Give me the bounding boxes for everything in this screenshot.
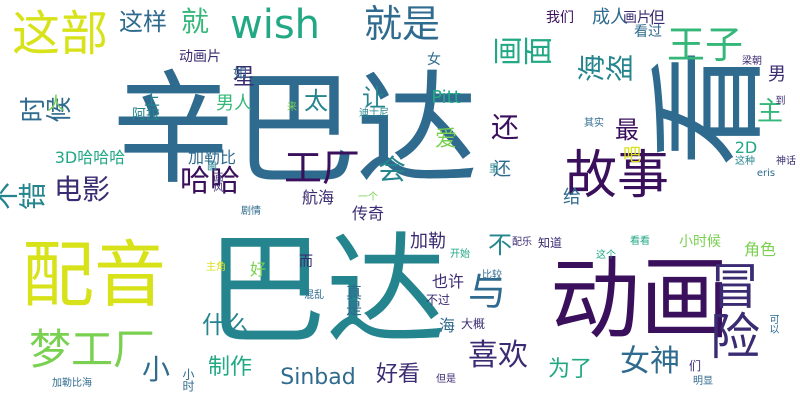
cloud-word: 这个 bbox=[596, 250, 616, 261]
cloud-word: 人 bbox=[47, 94, 65, 115]
cloud-word: 主 bbox=[756, 97, 784, 127]
cloud-word: 还 bbox=[493, 159, 511, 180]
cloud-word: 也许 bbox=[431, 272, 465, 291]
cloud-word: 画 bbox=[207, 162, 217, 173]
cloud-word: 明显 bbox=[693, 376, 713, 387]
cloud-word: 3D哈哈哈 bbox=[54, 148, 126, 167]
cloud-word: 如 bbox=[233, 66, 247, 82]
cloud-word: 好看 bbox=[375, 362, 421, 387]
cloud-word: 故事 bbox=[564, 146, 670, 206]
cloud-word: 不过 bbox=[425, 293, 451, 307]
cloud-word: 制作 bbox=[207, 355, 253, 380]
cloud-word: 主角 bbox=[206, 262, 226, 273]
cloud-word: 加勒比 bbox=[187, 148, 237, 167]
cloud-word: 这样 bbox=[119, 8, 167, 36]
cloud-word: 画风 bbox=[211, 172, 222, 192]
cloud-word: 小 bbox=[141, 353, 171, 386]
cloud-word: 加勒 bbox=[410, 231, 446, 252]
cloud-word: 上 bbox=[143, 90, 161, 109]
cloud-word: 梁朝 bbox=[742, 56, 762, 67]
cloud-word: 巴达 bbox=[206, 222, 446, 361]
cloud-word: 电影 bbox=[53, 173, 111, 206]
cloud-word: 画面 bbox=[492, 37, 552, 72]
cloud-word: 太 bbox=[304, 87, 328, 115]
cloud-word: 王子 bbox=[666, 23, 744, 67]
cloud-word: Sinbad bbox=[280, 365, 356, 390]
cloud-word: 让 bbox=[362, 84, 386, 112]
cloud-word: 最 bbox=[615, 116, 639, 144]
cloud-word: 就是 bbox=[363, 2, 441, 46]
cloud-word: Pitt bbox=[431, 87, 461, 108]
cloud-word: 女神 bbox=[620, 344, 680, 379]
cloud-word: 但 bbox=[648, 8, 666, 27]
cloud-word: 不 bbox=[488, 231, 512, 259]
cloud-word: 阿拉 bbox=[132, 107, 160, 123]
cloud-word: 海 bbox=[438, 316, 456, 335]
cloud-word: 给 bbox=[563, 187, 581, 208]
cloud-word: 知道 bbox=[537, 236, 563, 250]
cloud-word: 看过 bbox=[634, 24, 662, 40]
cloud-word: 为了 bbox=[547, 357, 593, 382]
cloud-word: 就 bbox=[180, 5, 210, 38]
cloud-word: 2D bbox=[734, 138, 758, 157]
cloud-word: 神话 bbox=[776, 156, 796, 167]
cloud-word: 吧 bbox=[623, 145, 641, 166]
cloud-word: 而 bbox=[299, 254, 313, 270]
cloud-word: 辛巴达 bbox=[112, 59, 478, 201]
cloud-word: wish bbox=[229, 2, 321, 48]
cloud-word: 成人 bbox=[592, 7, 628, 28]
cloud-word: 这部 bbox=[11, 6, 109, 62]
cloud-word: 男人 bbox=[216, 93, 252, 114]
cloud-word: 画片 bbox=[623, 10, 651, 26]
cloud-word: 男 bbox=[768, 64, 786, 85]
cloud-word: 女 bbox=[427, 52, 441, 68]
cloud-word: 比较 bbox=[482, 270, 502, 281]
cloud-word: 这种 bbox=[735, 156, 755, 167]
cloud-word: 一个 bbox=[358, 192, 378, 203]
cloud-word: 们 bbox=[688, 359, 702, 373]
cloud-word: 梦工厂 bbox=[28, 325, 156, 374]
cloud-word: 其实 bbox=[584, 118, 604, 129]
cloud-word: 喜欢 bbox=[468, 338, 528, 373]
cloud-word: 海盗 bbox=[577, 53, 633, 86]
cloud-word: 真是 bbox=[343, 284, 362, 316]
cloud-word: 冒险 bbox=[702, 260, 760, 360]
cloud-word: 动画片 bbox=[179, 49, 221, 65]
cloud-word: 看看 bbox=[630, 236, 650, 247]
cloud-word: 什么 bbox=[202, 311, 250, 339]
cloud-word: 不错 bbox=[0, 181, 46, 214]
cloud-word: 工厂 bbox=[283, 146, 361, 190]
cloud-word: 配乐 bbox=[512, 237, 532, 248]
cloud-word: 好 bbox=[249, 260, 267, 279]
cloud-word: 小时 bbox=[181, 368, 195, 392]
cloud-word: 开始 bbox=[450, 249, 470, 260]
cloud-word: 可以 bbox=[767, 314, 778, 334]
cloud-word: 配音 bbox=[21, 233, 167, 317]
cloud-word: 里 bbox=[489, 164, 499, 175]
cloud-word: 加勒比海 bbox=[52, 378, 92, 389]
cloud-word: 我们 bbox=[546, 10, 574, 26]
cloud-word: 星 bbox=[232, 65, 256, 90]
cloud-word: 小时候 bbox=[679, 234, 721, 250]
cloud-word: 哈哈 bbox=[180, 164, 240, 199]
cloud-word: eris bbox=[756, 168, 776, 179]
cloud-word: 角色 bbox=[743, 240, 777, 259]
cloud-word: 来 bbox=[287, 102, 297, 113]
cloud-word: 爱 bbox=[434, 127, 458, 152]
cloud-word: 到 bbox=[773, 95, 784, 105]
cloud-word: 航海 bbox=[301, 188, 335, 207]
cloud-word: 大概 bbox=[460, 317, 486, 331]
cloud-word: 会 bbox=[377, 153, 407, 186]
cloud-word: 传奇 bbox=[351, 204, 385, 223]
cloud-word: 还 bbox=[490, 111, 520, 144]
cloud-word: 混乱 bbox=[304, 290, 324, 301]
cloud-word: 但是 bbox=[436, 374, 456, 385]
cloud-word: 剧情 bbox=[241, 206, 261, 217]
cloud-word: 动画 bbox=[550, 247, 730, 352]
cloud-word: 与 bbox=[467, 270, 507, 314]
cloud-word: 迪士尼 bbox=[359, 108, 389, 119]
